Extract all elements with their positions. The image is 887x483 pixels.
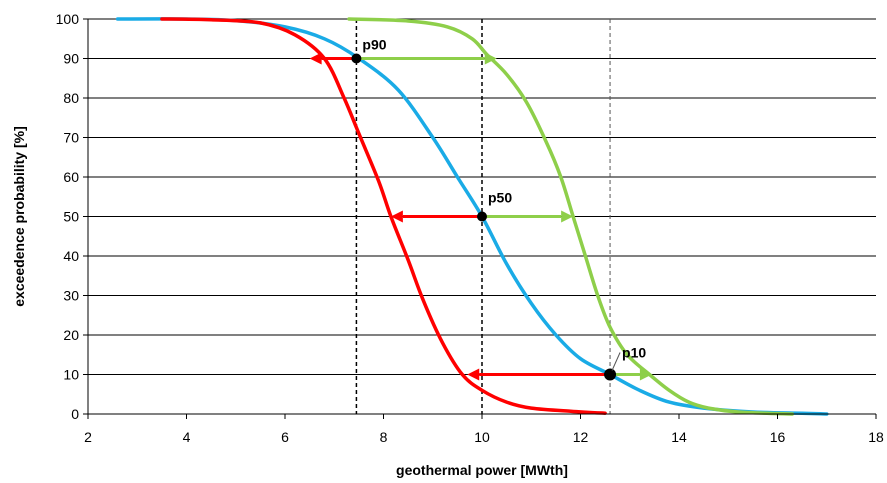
x-tick-label-12: 12 (573, 429, 589, 445)
y-tick-label-10: 10 (63, 367, 79, 383)
x-tick-label-16: 16 (770, 429, 786, 445)
series-lines (115, 17, 829, 416)
markers: p90 p50 p10 (351, 37, 646, 381)
series-line-1 (160, 17, 607, 415)
axes: 0 10 20 30 40 50 60 70 80 90 100 2 4 6 8 10 12 14 16 18 (56, 11, 884, 445)
y-tick-label-20: 20 (63, 327, 79, 343)
arrow-head-2 (390, 210, 403, 223)
marker-label-p50: p50 (488, 190, 512, 206)
y-tick-label-90: 90 (63, 51, 79, 67)
marker-point-p90 (351, 53, 362, 64)
arrow-head-0 (309, 52, 322, 65)
marker-point-p50 (477, 211, 487, 222)
y-tick-label-30: 30 (63, 288, 79, 304)
y-tick-label-40: 40 (63, 248, 79, 264)
x-tick-label-8: 8 (380, 429, 388, 445)
y-tick-label-100: 100 (56, 11, 80, 27)
x-tick-label-10: 10 (474, 429, 490, 445)
marker-label-p90: p90 (362, 37, 386, 53)
y-tick-label-80: 80 (63, 90, 79, 106)
x-tick-label-6: 6 (281, 429, 289, 445)
y-tick-label-70: 70 (63, 130, 79, 146)
y-tick-label-60: 60 (63, 169, 79, 185)
arrow-head-3 (561, 210, 574, 223)
x-tick-label-4: 4 (183, 429, 191, 445)
series-line-0 (115, 17, 829, 416)
arrow-head-5 (639, 368, 652, 381)
marker-point-p10 (604, 368, 617, 381)
marker-label-p10: p10 (622, 345, 646, 361)
y-tick-label-0: 0 (71, 406, 79, 422)
y-axis-title: exceedence probability [%] (11, 126, 27, 307)
x-axis-title: geothermal power [MWth] (396, 462, 568, 478)
x-tick-label-18: 18 (868, 429, 884, 445)
y-tick-label-50: 50 (63, 209, 79, 225)
x-tick-label-14: 14 (671, 429, 687, 445)
arrow-head-4 (467, 368, 480, 381)
series-line-2 (347, 17, 795, 416)
marker-leader-p10 (611, 352, 621, 371)
arrow-head-1 (484, 52, 497, 65)
x-tick-label-2: 2 (84, 429, 92, 445)
